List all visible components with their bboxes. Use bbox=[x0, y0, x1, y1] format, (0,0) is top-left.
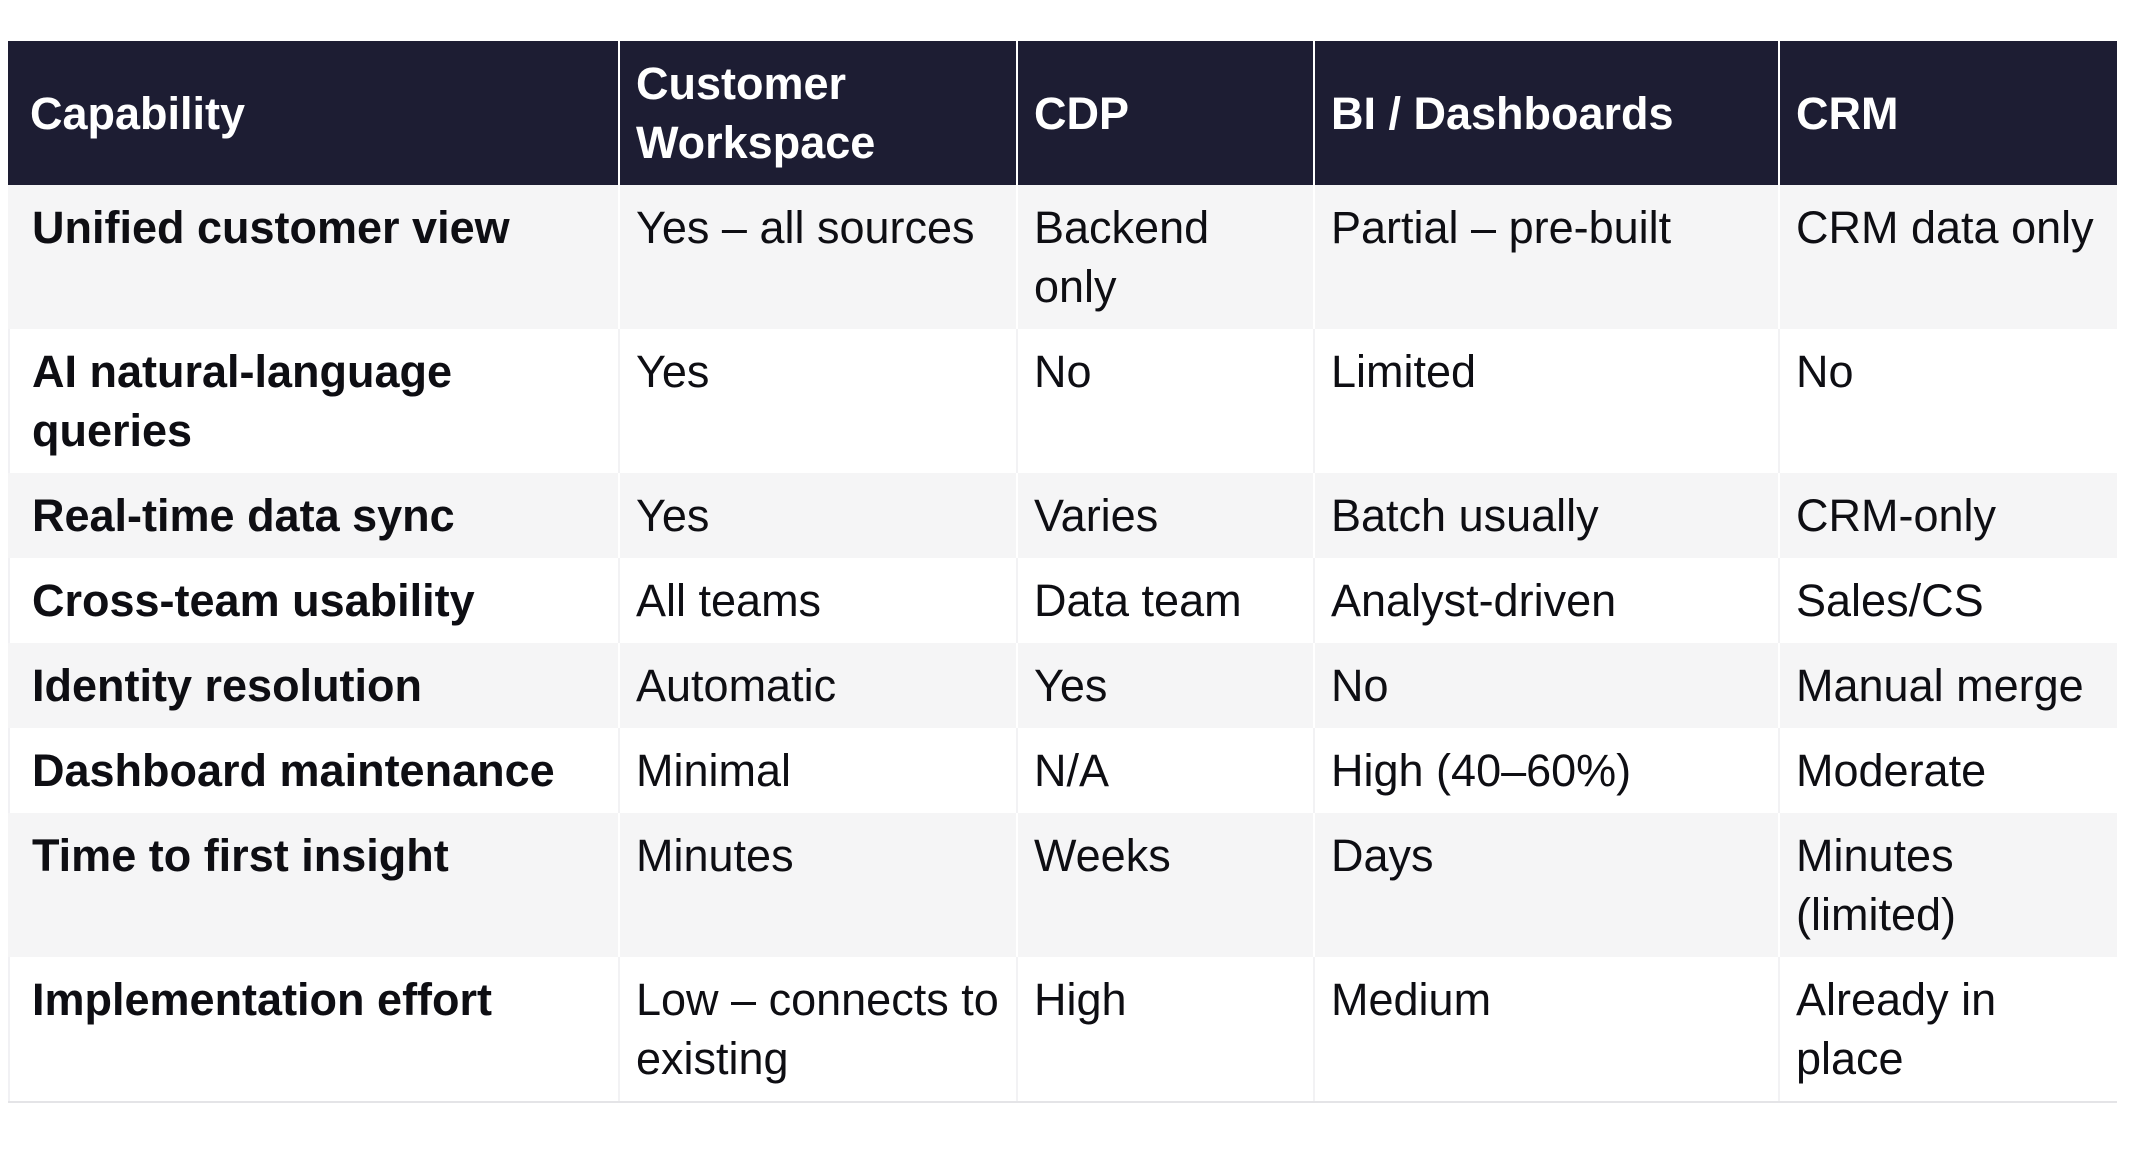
capability-cell: Time to first insight bbox=[8, 813, 618, 957]
capability-cell: Implementation effort bbox=[8, 957, 618, 1101]
value-cell: Minimal bbox=[618, 728, 1016, 813]
value-cell: Yes bbox=[618, 473, 1016, 558]
table-row: Real-time data sync Yes Varies Batch usuall… bbox=[8, 473, 2117, 558]
value-cell: No bbox=[1016, 329, 1313, 473]
value-cell: Automatic bbox=[618, 643, 1016, 728]
capability-comparison-table: Capability Customer Workspace CDP BI / Dash… bbox=[8, 41, 2117, 1103]
table-row: Identity resolution Automatic Yes No Manual … bbox=[8, 643, 2117, 728]
table-row: Unified customer view Yes – all sources Ba… bbox=[8, 185, 2117, 329]
table-row: Time to first insight Minutes Weeks Days Min… bbox=[8, 813, 2117, 957]
value-cell: Data team bbox=[1016, 558, 1313, 643]
value-cell: Medium bbox=[1313, 957, 1778, 1101]
table-body: Unified customer view Yes – all sources Ba… bbox=[8, 185, 2117, 1101]
table-row: Cross-team usability All teams Data team An… bbox=[8, 558, 2117, 643]
capability-cell: AI natural-language queries bbox=[8, 329, 618, 473]
value-cell: Yes bbox=[1016, 643, 1313, 728]
value-cell: High (40–60%) bbox=[1313, 728, 1778, 813]
value-cell: Manual merge bbox=[1778, 643, 2117, 728]
capability-cell: Unified customer view bbox=[8, 185, 618, 329]
value-cell: Batch usually bbox=[1313, 473, 1778, 558]
value-cell: High bbox=[1016, 957, 1313, 1101]
value-cell: Limited bbox=[1313, 329, 1778, 473]
value-cell: Varies bbox=[1016, 473, 1313, 558]
value-cell: Yes bbox=[618, 329, 1016, 473]
capability-cell: Dashboard maintenance bbox=[8, 728, 618, 813]
value-cell: No bbox=[1778, 329, 2117, 473]
value-cell: CRM data only bbox=[1778, 185, 2117, 329]
value-cell: Analyst-driven bbox=[1313, 558, 1778, 643]
value-cell: No bbox=[1313, 643, 1778, 728]
value-cell: All teams bbox=[618, 558, 1016, 643]
column-header-bi-dashboards: BI / Dashboards bbox=[1313, 41, 1778, 185]
column-header-customer-workspace: Customer Workspace bbox=[618, 41, 1016, 185]
table-header: Capability Customer Workspace CDP BI / Dash… bbox=[8, 41, 2117, 185]
value-cell: Sales/CS bbox=[1778, 558, 2117, 643]
value-cell: Partial – pre-built bbox=[1313, 185, 1778, 329]
value-cell: Minutes (limited) bbox=[1778, 813, 2117, 957]
column-header-capability: Capability bbox=[8, 41, 618, 185]
column-header-crm: CRM bbox=[1778, 41, 2117, 185]
value-cell: Already in place bbox=[1778, 957, 2117, 1101]
value-cell: Weeks bbox=[1016, 813, 1313, 957]
value-cell: Minutes bbox=[618, 813, 1016, 957]
table-row: Implementation effort Low – connects to e… bbox=[8, 957, 2117, 1101]
header-row: Capability Customer Workspace CDP BI / Dash… bbox=[8, 41, 2117, 185]
table-row: AI natural-language queries Yes No Limited N… bbox=[8, 329, 2117, 473]
table-row: Dashboard maintenance Minimal N/A High (40–… bbox=[8, 728, 2117, 813]
value-cell: Days bbox=[1313, 813, 1778, 957]
value-cell: N/A bbox=[1016, 728, 1313, 813]
capability-cell: Real-time data sync bbox=[8, 473, 618, 558]
value-cell: Moderate bbox=[1778, 728, 2117, 813]
column-header-cdp: CDP bbox=[1016, 41, 1313, 185]
capability-cell: Cross-team usability bbox=[8, 558, 618, 643]
value-cell: Low – connects to existing bbox=[618, 957, 1016, 1101]
value-cell: CRM-only bbox=[1778, 473, 2117, 558]
value-cell: Backend only bbox=[1016, 185, 1313, 329]
value-cell: Yes – all sources bbox=[618, 185, 1016, 329]
capability-cell: Identity resolution bbox=[8, 643, 618, 728]
